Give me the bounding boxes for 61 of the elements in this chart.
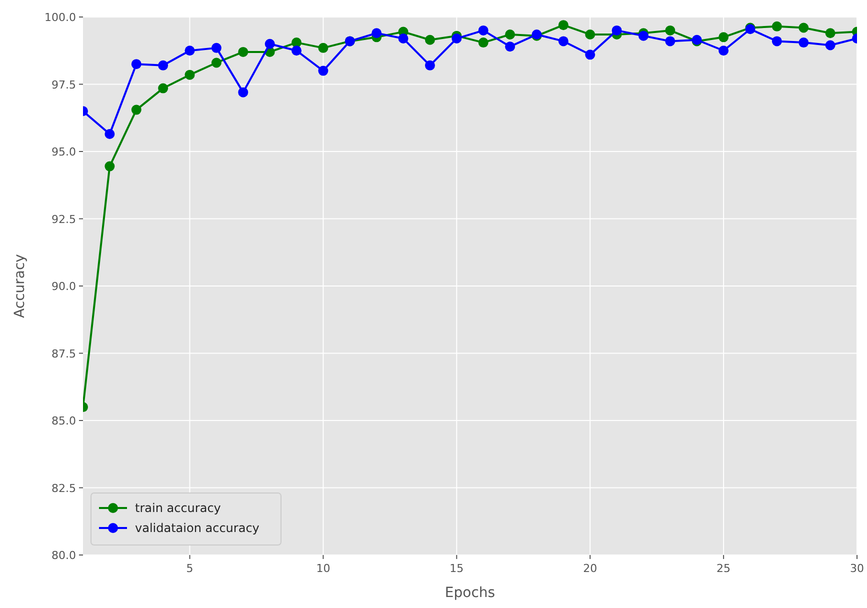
y-tick-label: 92.5 [52,212,76,226]
point [798,38,809,48]
point [585,50,596,60]
point [825,40,836,50]
x-tick-label: 10 [316,562,330,575]
point [211,42,222,53]
y-tick-label: 90.0 [52,280,76,293]
point [638,30,648,41]
y-tick-label: 97.5 [52,78,76,92]
point [424,34,435,45]
point [104,161,115,172]
point [104,129,115,140]
point [131,59,142,70]
point [211,58,222,68]
point [478,38,488,48]
point [718,32,729,42]
point [718,46,729,56]
y-tick-label: 95.0 [52,146,76,158]
y-axis-title: Accuracy [12,254,28,318]
point [612,25,622,36]
y-tick-label: 87.5 [52,347,76,360]
legend-label: train accuracy [135,501,221,515]
point [424,60,435,70]
y-tick-label: 80.0 [52,549,76,562]
x-tick-label: 30 [850,562,864,575]
point [505,42,516,52]
point [158,60,168,70]
x-tick-label: 5 [186,562,194,575]
point [825,28,836,38]
point [292,46,302,56]
point [452,34,462,44]
legend-label: validataion accuracy [135,521,260,535]
point [184,70,195,80]
point [398,34,408,44]
point [505,29,516,40]
y-tick-label: 85.0 [52,414,76,428]
x-axis-title: Epochs [444,585,496,601]
x-tick-label: 15 [450,562,464,575]
point [772,21,782,32]
point [184,46,195,56]
point [772,36,782,46]
y-tick-label: 82.5 [52,482,76,495]
point [478,25,488,36]
point [238,46,248,57]
point [158,83,168,94]
point [372,28,382,38]
point [798,22,809,33]
point [558,20,568,30]
point [585,29,596,40]
point [131,104,142,115]
point [665,25,676,36]
x-tick-label: 20 [583,562,598,575]
point [264,38,275,49]
point [318,66,328,76]
point [665,36,676,46]
point [558,36,568,46]
point [238,87,248,98]
point [292,38,302,48]
y-tick-label: 100.0 [44,11,76,24]
x-tick-label: 25 [716,562,731,575]
point [318,42,328,53]
